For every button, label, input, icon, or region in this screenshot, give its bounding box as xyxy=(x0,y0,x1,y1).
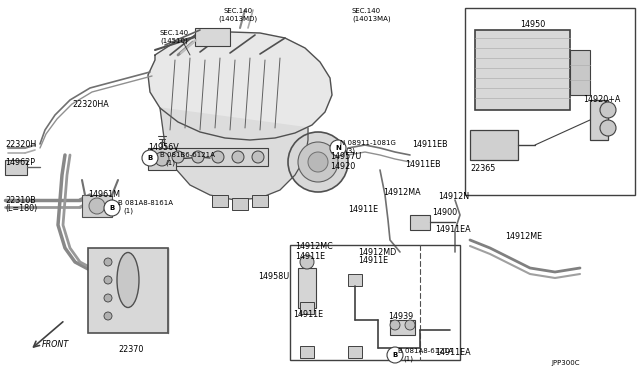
Text: 14920: 14920 xyxy=(330,162,355,171)
Text: (L=180): (L=180) xyxy=(5,204,37,213)
Text: 14950: 14950 xyxy=(520,20,545,29)
Circle shape xyxy=(172,151,184,163)
Bar xyxy=(570,50,590,95)
Bar xyxy=(195,28,230,46)
Text: 14912MD: 14912MD xyxy=(358,248,396,257)
Text: N 08911-1081G: N 08911-1081G xyxy=(340,140,396,146)
Bar xyxy=(148,148,176,170)
Circle shape xyxy=(387,347,403,363)
Text: N: N xyxy=(335,145,341,151)
Bar xyxy=(390,320,415,335)
Bar xyxy=(290,245,460,360)
Text: JPP300C: JPP300C xyxy=(552,360,580,366)
Text: 22320H: 22320H xyxy=(5,140,36,149)
Bar xyxy=(232,198,248,210)
Text: B: B xyxy=(147,155,152,161)
Text: (1): (1) xyxy=(165,160,175,167)
Bar xyxy=(300,346,314,358)
Text: (14013MA): (14013MA) xyxy=(352,16,390,22)
Bar xyxy=(82,195,112,217)
Text: 14939: 14939 xyxy=(388,312,413,321)
Circle shape xyxy=(142,150,158,166)
Bar xyxy=(590,100,608,140)
Text: 14911EB: 14911EB xyxy=(412,140,447,149)
Bar xyxy=(475,30,570,110)
Circle shape xyxy=(89,198,105,214)
Text: (1): (1) xyxy=(123,208,133,215)
Circle shape xyxy=(600,120,616,136)
Circle shape xyxy=(405,320,415,330)
Text: (1): (1) xyxy=(403,356,413,362)
Ellipse shape xyxy=(117,253,139,308)
Text: 14911E: 14911E xyxy=(348,205,378,214)
Bar xyxy=(298,268,316,308)
Text: 14911E: 14911E xyxy=(293,310,323,319)
Text: 22310B: 22310B xyxy=(5,196,36,205)
Bar xyxy=(168,148,268,166)
Circle shape xyxy=(104,258,112,266)
Text: 14911EB: 14911EB xyxy=(405,160,440,169)
Circle shape xyxy=(232,151,244,163)
Circle shape xyxy=(288,132,348,192)
Text: 14920+A: 14920+A xyxy=(583,95,620,104)
Text: 14958U: 14958U xyxy=(258,272,289,281)
Text: B: B xyxy=(392,352,397,358)
Circle shape xyxy=(600,102,616,118)
Bar xyxy=(348,346,362,358)
Text: SEC.140: SEC.140 xyxy=(223,8,253,14)
Text: B 081B6-6121A: B 081B6-6121A xyxy=(160,152,215,158)
Text: (14013MD): (14013MD) xyxy=(218,16,257,22)
Bar xyxy=(212,195,228,207)
Text: FRONT: FRONT xyxy=(42,340,69,349)
Circle shape xyxy=(298,142,338,182)
Text: 14911E: 14911E xyxy=(358,256,388,265)
Bar xyxy=(465,8,635,195)
Text: 14912MC: 14912MC xyxy=(295,242,333,251)
Text: 22320HA: 22320HA xyxy=(72,100,109,109)
Circle shape xyxy=(330,140,346,156)
Text: 14900: 14900 xyxy=(432,208,457,217)
Bar xyxy=(348,274,362,286)
Text: (3): (3) xyxy=(345,148,355,154)
Text: 14956V: 14956V xyxy=(148,143,179,152)
Text: 14912ME: 14912ME xyxy=(505,232,542,241)
Text: 14912MA: 14912MA xyxy=(383,188,420,197)
Polygon shape xyxy=(148,32,332,140)
Circle shape xyxy=(212,151,224,163)
Bar xyxy=(410,215,430,230)
Circle shape xyxy=(390,320,400,330)
Bar xyxy=(300,302,314,314)
Text: SEC.140: SEC.140 xyxy=(160,30,189,36)
Circle shape xyxy=(104,200,120,216)
Text: 14962P: 14962P xyxy=(5,158,35,167)
Text: 22365: 22365 xyxy=(470,164,495,173)
Circle shape xyxy=(300,255,314,269)
Text: B 081A8-8161A: B 081A8-8161A xyxy=(118,200,173,206)
Circle shape xyxy=(104,294,112,302)
Bar xyxy=(5,160,27,175)
Bar xyxy=(88,248,168,333)
Circle shape xyxy=(104,276,112,284)
Circle shape xyxy=(192,151,204,163)
Text: (14510): (14510) xyxy=(160,38,188,45)
Bar xyxy=(470,130,518,160)
Text: 14957U: 14957U xyxy=(330,152,362,161)
Text: 14912N: 14912N xyxy=(438,192,469,201)
Text: 14961M: 14961M xyxy=(88,190,120,199)
Circle shape xyxy=(252,151,264,163)
Text: B: B xyxy=(109,205,115,211)
Text: SEC.140: SEC.140 xyxy=(352,8,381,14)
Circle shape xyxy=(104,312,112,320)
Polygon shape xyxy=(160,108,308,200)
Circle shape xyxy=(308,152,328,172)
Circle shape xyxy=(155,152,169,166)
Bar xyxy=(252,195,268,207)
Text: 14911E: 14911E xyxy=(295,252,325,261)
Text: 14911EA: 14911EA xyxy=(435,348,470,357)
Text: 14911EA: 14911EA xyxy=(435,225,470,234)
Text: B 081A8-6121A: B 081A8-6121A xyxy=(398,348,453,354)
Text: 22370: 22370 xyxy=(118,345,143,354)
